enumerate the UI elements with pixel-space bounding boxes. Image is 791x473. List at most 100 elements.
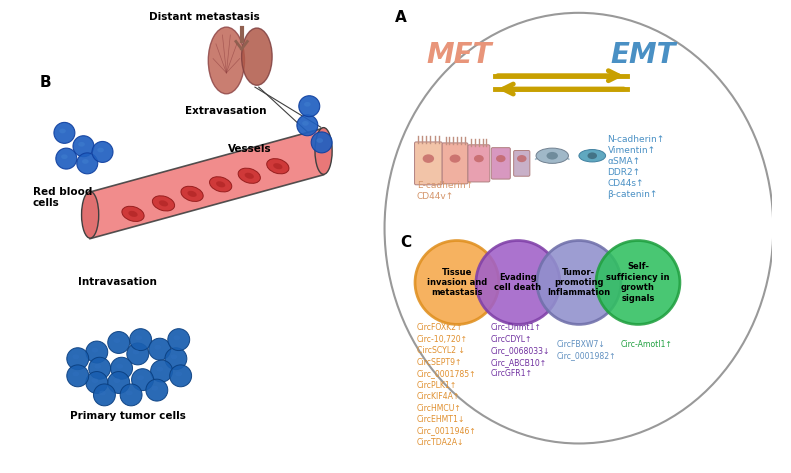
Circle shape (299, 96, 320, 117)
Ellipse shape (152, 386, 158, 391)
Circle shape (93, 384, 115, 406)
Text: Self-
sufficiency in
growth
signals: Self- sufficiency in growth signals (606, 263, 670, 303)
Ellipse shape (267, 158, 289, 174)
Circle shape (131, 368, 153, 391)
Circle shape (89, 357, 111, 379)
Polygon shape (564, 155, 570, 159)
Text: Tissue
invasion and
metastasis: Tissue invasion and metastasis (427, 268, 487, 298)
Ellipse shape (92, 348, 98, 352)
Circle shape (66, 365, 89, 387)
Circle shape (146, 379, 168, 401)
Ellipse shape (273, 163, 282, 169)
Text: Red blood
cells: Red blood cells (33, 187, 93, 208)
Text: A: A (395, 10, 407, 26)
Circle shape (86, 341, 108, 363)
FancyBboxPatch shape (414, 142, 442, 185)
Ellipse shape (496, 155, 505, 162)
Ellipse shape (208, 27, 244, 94)
Ellipse shape (181, 186, 203, 201)
Ellipse shape (315, 128, 332, 175)
Circle shape (150, 360, 172, 382)
Text: N-cadherin↑
Vimentin↑
αSMA↑
DDR2↑
CD44s↑
β-catenin↑: N-cadherin↑ Vimentin↑ αSMA↑ DDR2↑ CD44s↑… (607, 135, 664, 199)
Ellipse shape (588, 152, 597, 159)
Ellipse shape (154, 345, 161, 350)
Ellipse shape (82, 159, 89, 164)
Circle shape (170, 365, 191, 387)
Circle shape (77, 153, 98, 174)
Ellipse shape (238, 168, 260, 184)
Ellipse shape (81, 192, 99, 238)
Ellipse shape (122, 206, 144, 221)
Ellipse shape (302, 121, 308, 126)
Text: Evading
cell death: Evading cell death (494, 273, 542, 292)
Circle shape (86, 372, 108, 394)
Ellipse shape (78, 142, 85, 147)
Text: CircFBXW7↓
Circ_0001982↑: CircFBXW7↓ Circ_0001982↑ (557, 340, 617, 360)
Text: E-cadherin↑
CD44v↑: E-cadherin↑ CD44v↑ (417, 181, 473, 201)
Text: Circ-Dnmt1↑
CircCDYL↑
Circ_0068033↓
Circ_ABCB10↑
CircGFR1↑: Circ-Dnmt1↑ CircCDYL↑ Circ_0068033↓ Circ… (490, 324, 550, 378)
Ellipse shape (159, 200, 168, 206)
Ellipse shape (59, 129, 66, 133)
Ellipse shape (126, 391, 133, 395)
Text: Primary tumor cells: Primary tumor cells (70, 411, 186, 420)
FancyBboxPatch shape (491, 148, 510, 179)
Circle shape (73, 136, 94, 157)
Text: EMT: EMT (610, 41, 676, 70)
FancyBboxPatch shape (513, 150, 530, 176)
Ellipse shape (73, 354, 79, 359)
Circle shape (66, 348, 89, 369)
Circle shape (127, 343, 149, 365)
Ellipse shape (138, 376, 144, 380)
Ellipse shape (244, 173, 254, 179)
Ellipse shape (116, 364, 123, 368)
Ellipse shape (113, 378, 120, 383)
Circle shape (120, 384, 142, 406)
Text: B: B (40, 75, 51, 90)
Text: Vessels: Vessels (229, 144, 272, 154)
Ellipse shape (99, 391, 106, 395)
Circle shape (130, 329, 152, 350)
Text: Extravasation: Extravasation (185, 106, 267, 116)
Ellipse shape (187, 191, 197, 197)
Ellipse shape (596, 241, 680, 324)
Circle shape (165, 348, 187, 369)
Ellipse shape (476, 241, 560, 324)
Ellipse shape (61, 154, 68, 159)
Ellipse shape (422, 154, 434, 163)
Circle shape (297, 115, 318, 136)
Text: CircFOXK2↑
Circ-10,720↑
CircSCYL2 ↓
CircSEPT9↑
Circ_0001785↑
CircPLK1↑
CircKIF4A: CircFOXK2↑ Circ-10,720↑ CircSCYL2 ↓ Circ… (417, 324, 477, 447)
Ellipse shape (73, 372, 79, 377)
Ellipse shape (135, 335, 142, 340)
Ellipse shape (547, 152, 558, 159)
Circle shape (56, 148, 77, 169)
Text: C: C (399, 235, 411, 250)
Ellipse shape (517, 155, 527, 162)
Polygon shape (535, 155, 541, 159)
Ellipse shape (94, 364, 101, 368)
Ellipse shape (173, 335, 180, 340)
Ellipse shape (210, 177, 232, 192)
Ellipse shape (153, 196, 175, 211)
Circle shape (54, 123, 75, 143)
Ellipse shape (536, 148, 569, 163)
Circle shape (92, 141, 113, 162)
Ellipse shape (128, 211, 138, 217)
Ellipse shape (304, 102, 311, 107)
Circle shape (311, 132, 332, 153)
Text: Intravasation: Intravasation (78, 277, 157, 287)
Ellipse shape (449, 155, 460, 163)
Circle shape (108, 332, 130, 353)
Ellipse shape (579, 149, 606, 162)
FancyBboxPatch shape (468, 145, 490, 182)
Ellipse shape (113, 338, 120, 343)
Ellipse shape (97, 148, 104, 152)
Text: Distant metastasis: Distant metastasis (149, 12, 259, 22)
Circle shape (168, 329, 190, 350)
Polygon shape (90, 128, 324, 239)
Text: Tumor-
promoting
Inflammation: Tumor- promoting Inflammation (547, 268, 611, 298)
Ellipse shape (92, 378, 98, 383)
Circle shape (111, 357, 133, 379)
Ellipse shape (171, 354, 177, 359)
FancyBboxPatch shape (442, 143, 468, 184)
Ellipse shape (133, 350, 139, 354)
